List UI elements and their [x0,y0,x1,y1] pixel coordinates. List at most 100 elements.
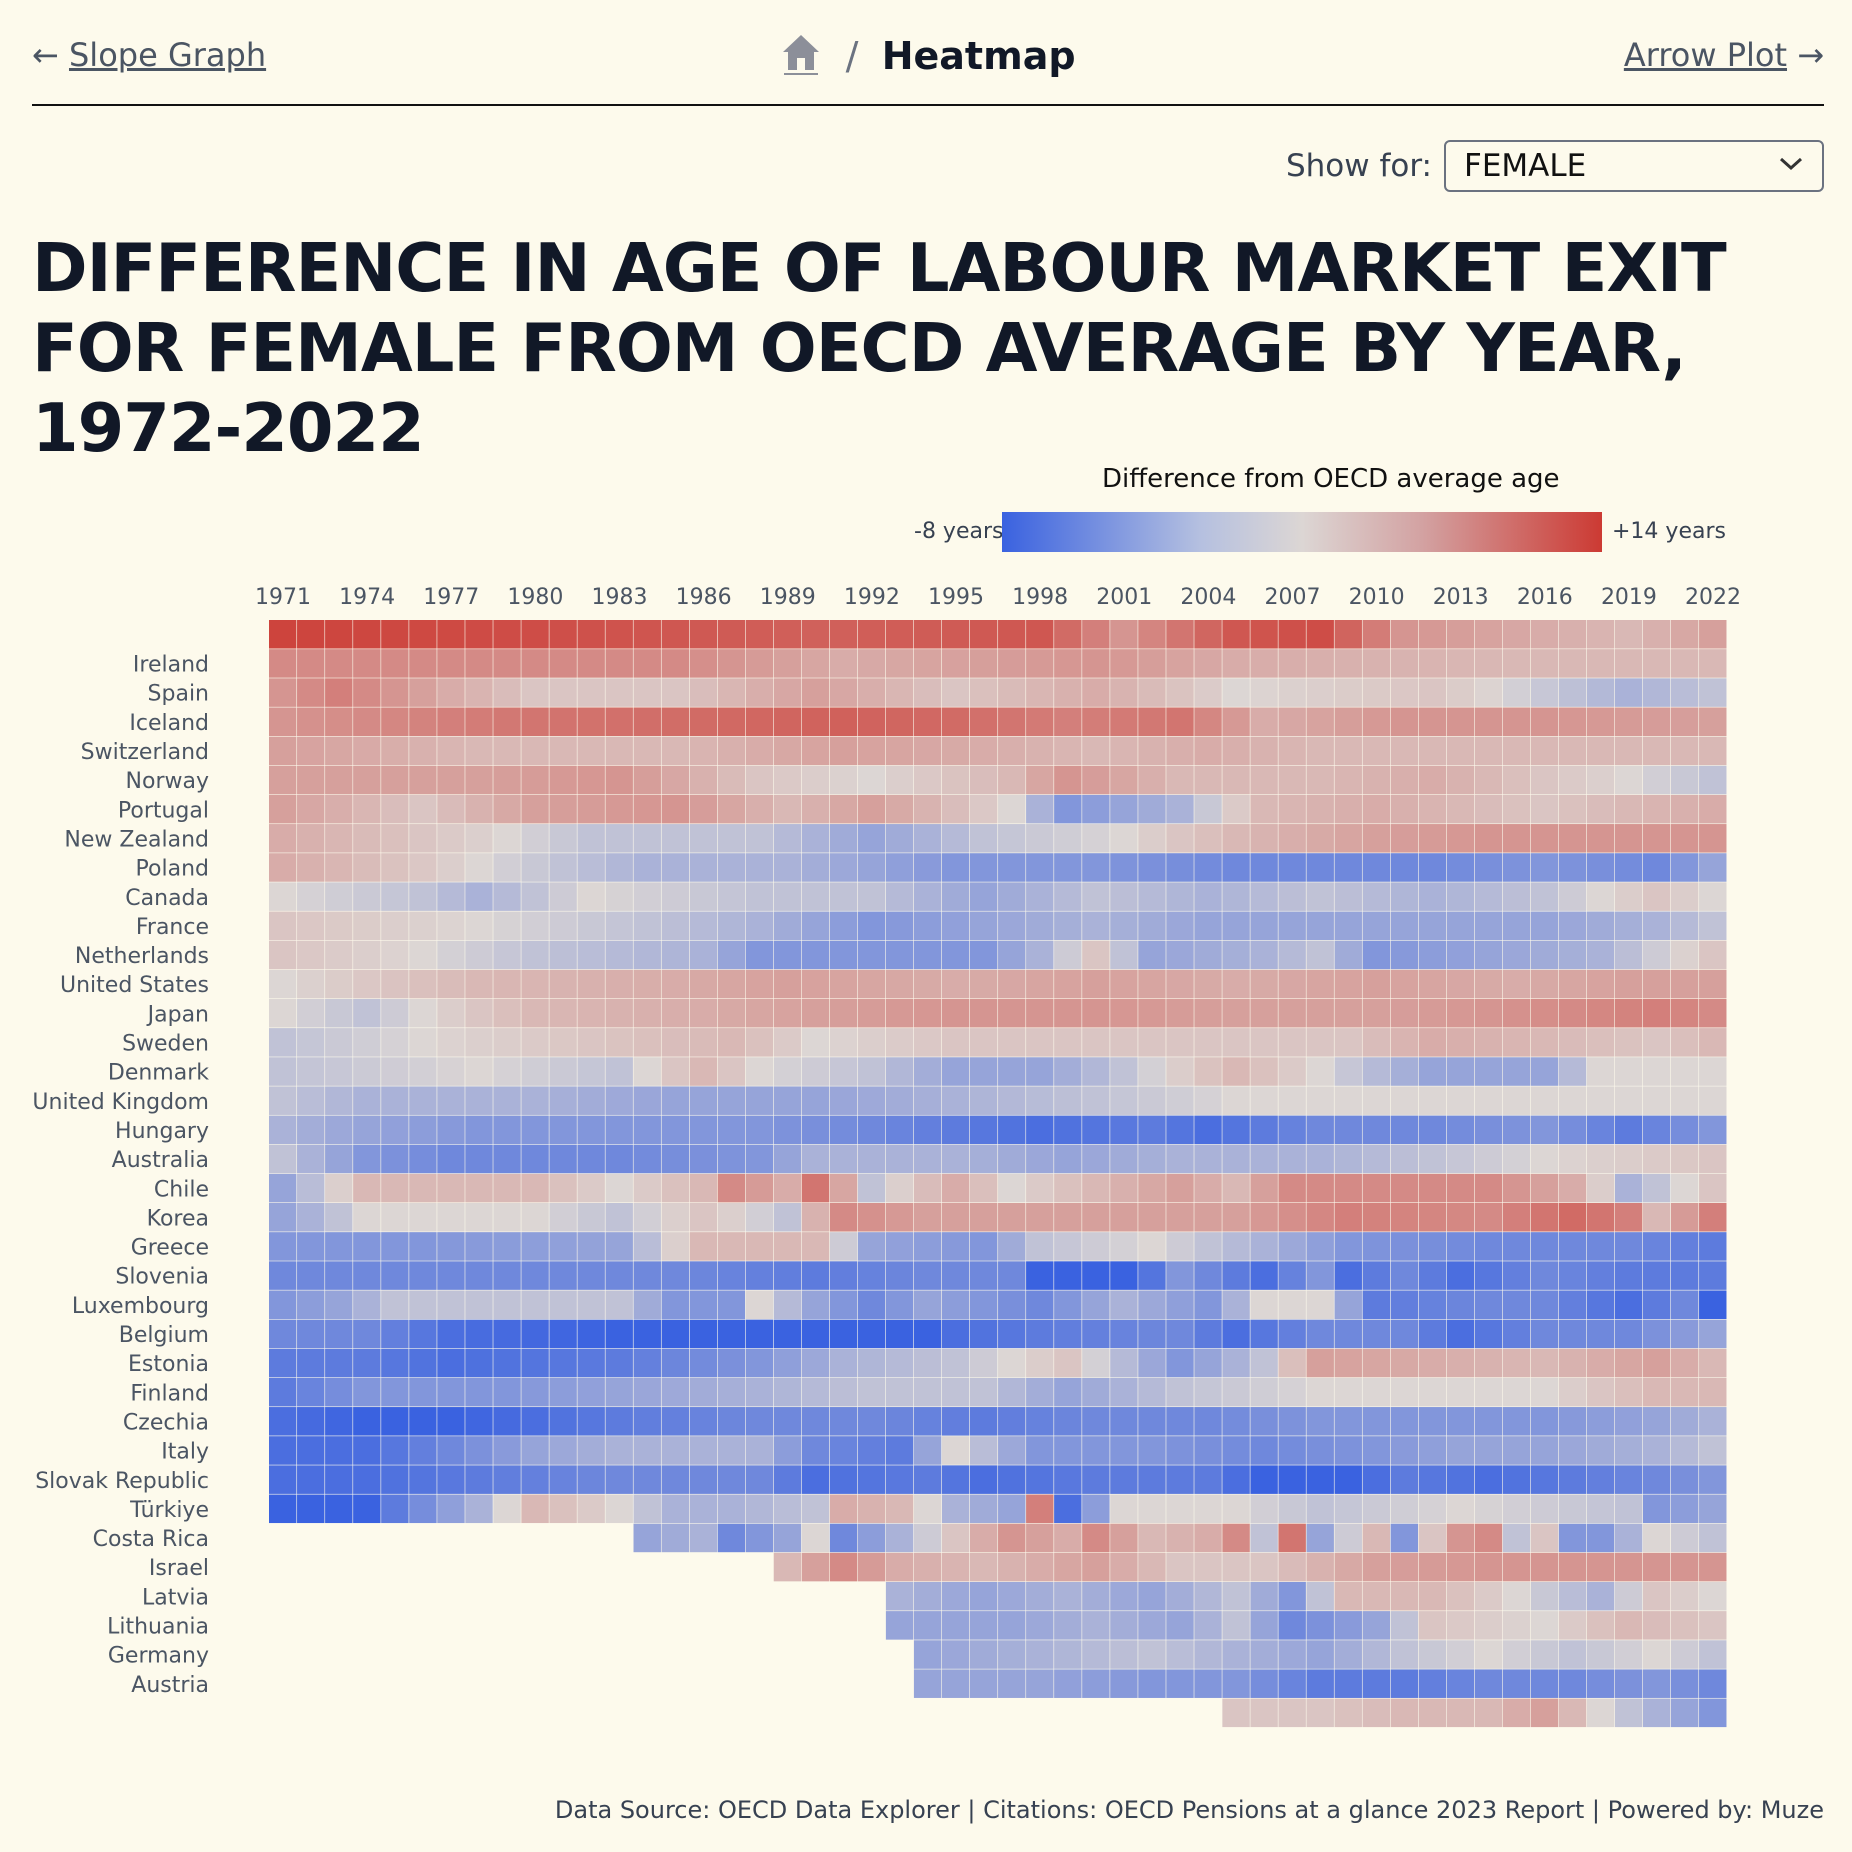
heatmap-cell[interactable] [1222,1377,1250,1407]
heatmap-cell[interactable] [1614,794,1643,824]
heatmap-cell[interactable] [325,911,353,941]
heatmap-cell[interactable] [1530,882,1559,911]
heatmap-cell[interactable] [1222,1319,1250,1349]
heatmap-cell[interactable] [465,882,493,911]
heatmap-cell[interactable] [913,969,942,999]
heatmap-cell[interactable] [297,911,325,941]
heatmap-cell[interactable] [689,1407,718,1436]
heatmap-cell[interactable] [1110,1669,1138,1698]
heatmap-cell[interactable] [1418,794,1447,824]
heatmap-cell[interactable] [1362,736,1390,766]
heatmap-cell[interactable] [689,1232,718,1261]
heatmap-cell[interactable] [941,1290,970,1319]
heatmap-cell[interactable] [1502,1086,1531,1115]
heatmap-cell[interactable] [1166,1232,1194,1261]
heatmap-cell[interactable] [437,1494,465,1524]
heatmap-cell[interactable] [885,707,914,736]
heatmap-cell[interactable] [998,765,1026,795]
heatmap-cell[interactable] [1194,1669,1222,1698]
heatmap-cell[interactable] [1586,1407,1615,1436]
heatmap-cell[interactable] [1222,1028,1250,1057]
heatmap-cell[interactable] [857,1086,886,1115]
heatmap-cell[interactable] [437,1436,465,1465]
heatmap-cell[interactable] [1250,969,1278,999]
heatmap-cell[interactable] [437,1028,465,1057]
heatmap-cell[interactable] [1166,1523,1194,1553]
heatmap-cell[interactable] [857,1348,886,1378]
heatmap-cell[interactable] [381,882,409,911]
heatmap-cell[interactable] [605,649,633,678]
heatmap-cell[interactable] [885,649,914,678]
heatmap-cell[interactable] [1614,736,1643,766]
heatmap-cell[interactable] [745,1086,774,1115]
heatmap-cell[interactable] [1362,1290,1390,1319]
heatmap-cell[interactable] [437,736,465,766]
heatmap-cell[interactable] [773,1086,802,1115]
heatmap-cell[interactable] [437,1407,465,1436]
heatmap-cell[interactable] [1502,1407,1531,1436]
heatmap-cell[interactable] [689,824,718,853]
heatmap-cell[interactable] [1222,911,1250,941]
heatmap-cell[interactable] [1614,998,1643,1028]
heatmap-cell[interactable] [1390,1173,1419,1203]
heatmap-cell[interactable] [1642,1494,1671,1524]
heatmap-cell[interactable] [1390,1640,1419,1669]
heatmap-cell[interactable] [1278,1377,1306,1407]
heatmap-cell[interactable] [633,1144,661,1174]
heatmap-cell[interactable] [493,1115,521,1145]
heatmap-cell[interactable] [1699,765,1727,795]
heatmap-cell[interactable] [1530,1552,1559,1582]
heatmap-cell[interactable] [577,736,605,766]
heatmap-cell[interactable] [1699,1261,1727,1290]
heatmap-cell[interactable] [1699,1552,1727,1582]
heatmap-cell[interactable] [773,911,802,941]
heatmap-cell[interactable] [381,1348,409,1378]
heatmap-cell[interactable] [353,1028,381,1057]
heatmap-cell[interactable] [1474,1523,1503,1553]
heatmap-cell[interactable] [1222,1669,1250,1698]
heatmap-cell[interactable] [1586,1319,1615,1349]
heatmap-cell[interactable] [605,998,633,1028]
heatmap-cell[interactable] [1278,1144,1306,1174]
heatmap-cell[interactable] [970,1436,998,1465]
heatmap-cell[interactable] [998,620,1026,649]
heatmap-cell[interactable] [1250,649,1278,678]
heatmap-cell[interactable] [1082,882,1110,911]
heatmap-cell[interactable] [353,736,381,766]
heatmap-cell[interactable] [829,794,858,824]
heatmap-cell[interactable] [970,1319,998,1349]
heatmap-cell[interactable] [633,1203,661,1232]
heatmap-cell[interactable] [437,853,465,882]
heatmap-cell[interactable] [1418,969,1447,999]
heatmap-cell[interactable] [493,1057,521,1086]
heatmap-cell[interactable] [1166,1290,1194,1319]
heatmap-cell[interactable] [941,1407,970,1436]
heatmap-cell[interactable] [1306,969,1334,999]
heatmap-cell[interactable] [1334,1698,1362,1728]
heatmap-cell[interactable] [577,1494,605,1524]
heatmap-cell[interactable] [1306,1290,1334,1319]
heatmap-cell[interactable] [353,1261,381,1290]
heatmap-cell[interactable] [885,736,914,766]
heatmap-cell[interactable] [1110,1028,1138,1057]
heatmap-cell[interactable] [493,1436,521,1465]
heatmap-cell[interactable] [1614,707,1643,736]
heatmap-cell[interactable] [1671,969,1699,999]
heatmap-cell[interactable] [325,1173,353,1203]
heatmap-cell[interactable] [773,794,802,824]
heatmap-cell[interactable] [1530,678,1559,707]
heatmap-cell[interactable] [1614,1436,1643,1465]
heatmap-cell[interactable] [1278,911,1306,941]
heatmap-cell[interactable] [717,1319,746,1349]
heatmap-cell[interactable] [409,882,437,911]
heatmap-cell[interactable] [941,1028,970,1057]
heatmap-cell[interactable] [325,1261,353,1290]
heatmap-cell[interactable] [1699,1581,1727,1611]
heatmap-cell[interactable] [1502,736,1531,766]
heatmap-cell[interactable] [829,1203,858,1232]
heatmap-cell[interactable] [661,765,689,795]
heatmap-cell[interactable] [1054,1494,1082,1524]
heatmap-cell[interactable] [493,765,521,795]
heatmap-cell[interactable] [269,649,297,678]
heatmap-cell[interactable] [1530,1348,1559,1378]
